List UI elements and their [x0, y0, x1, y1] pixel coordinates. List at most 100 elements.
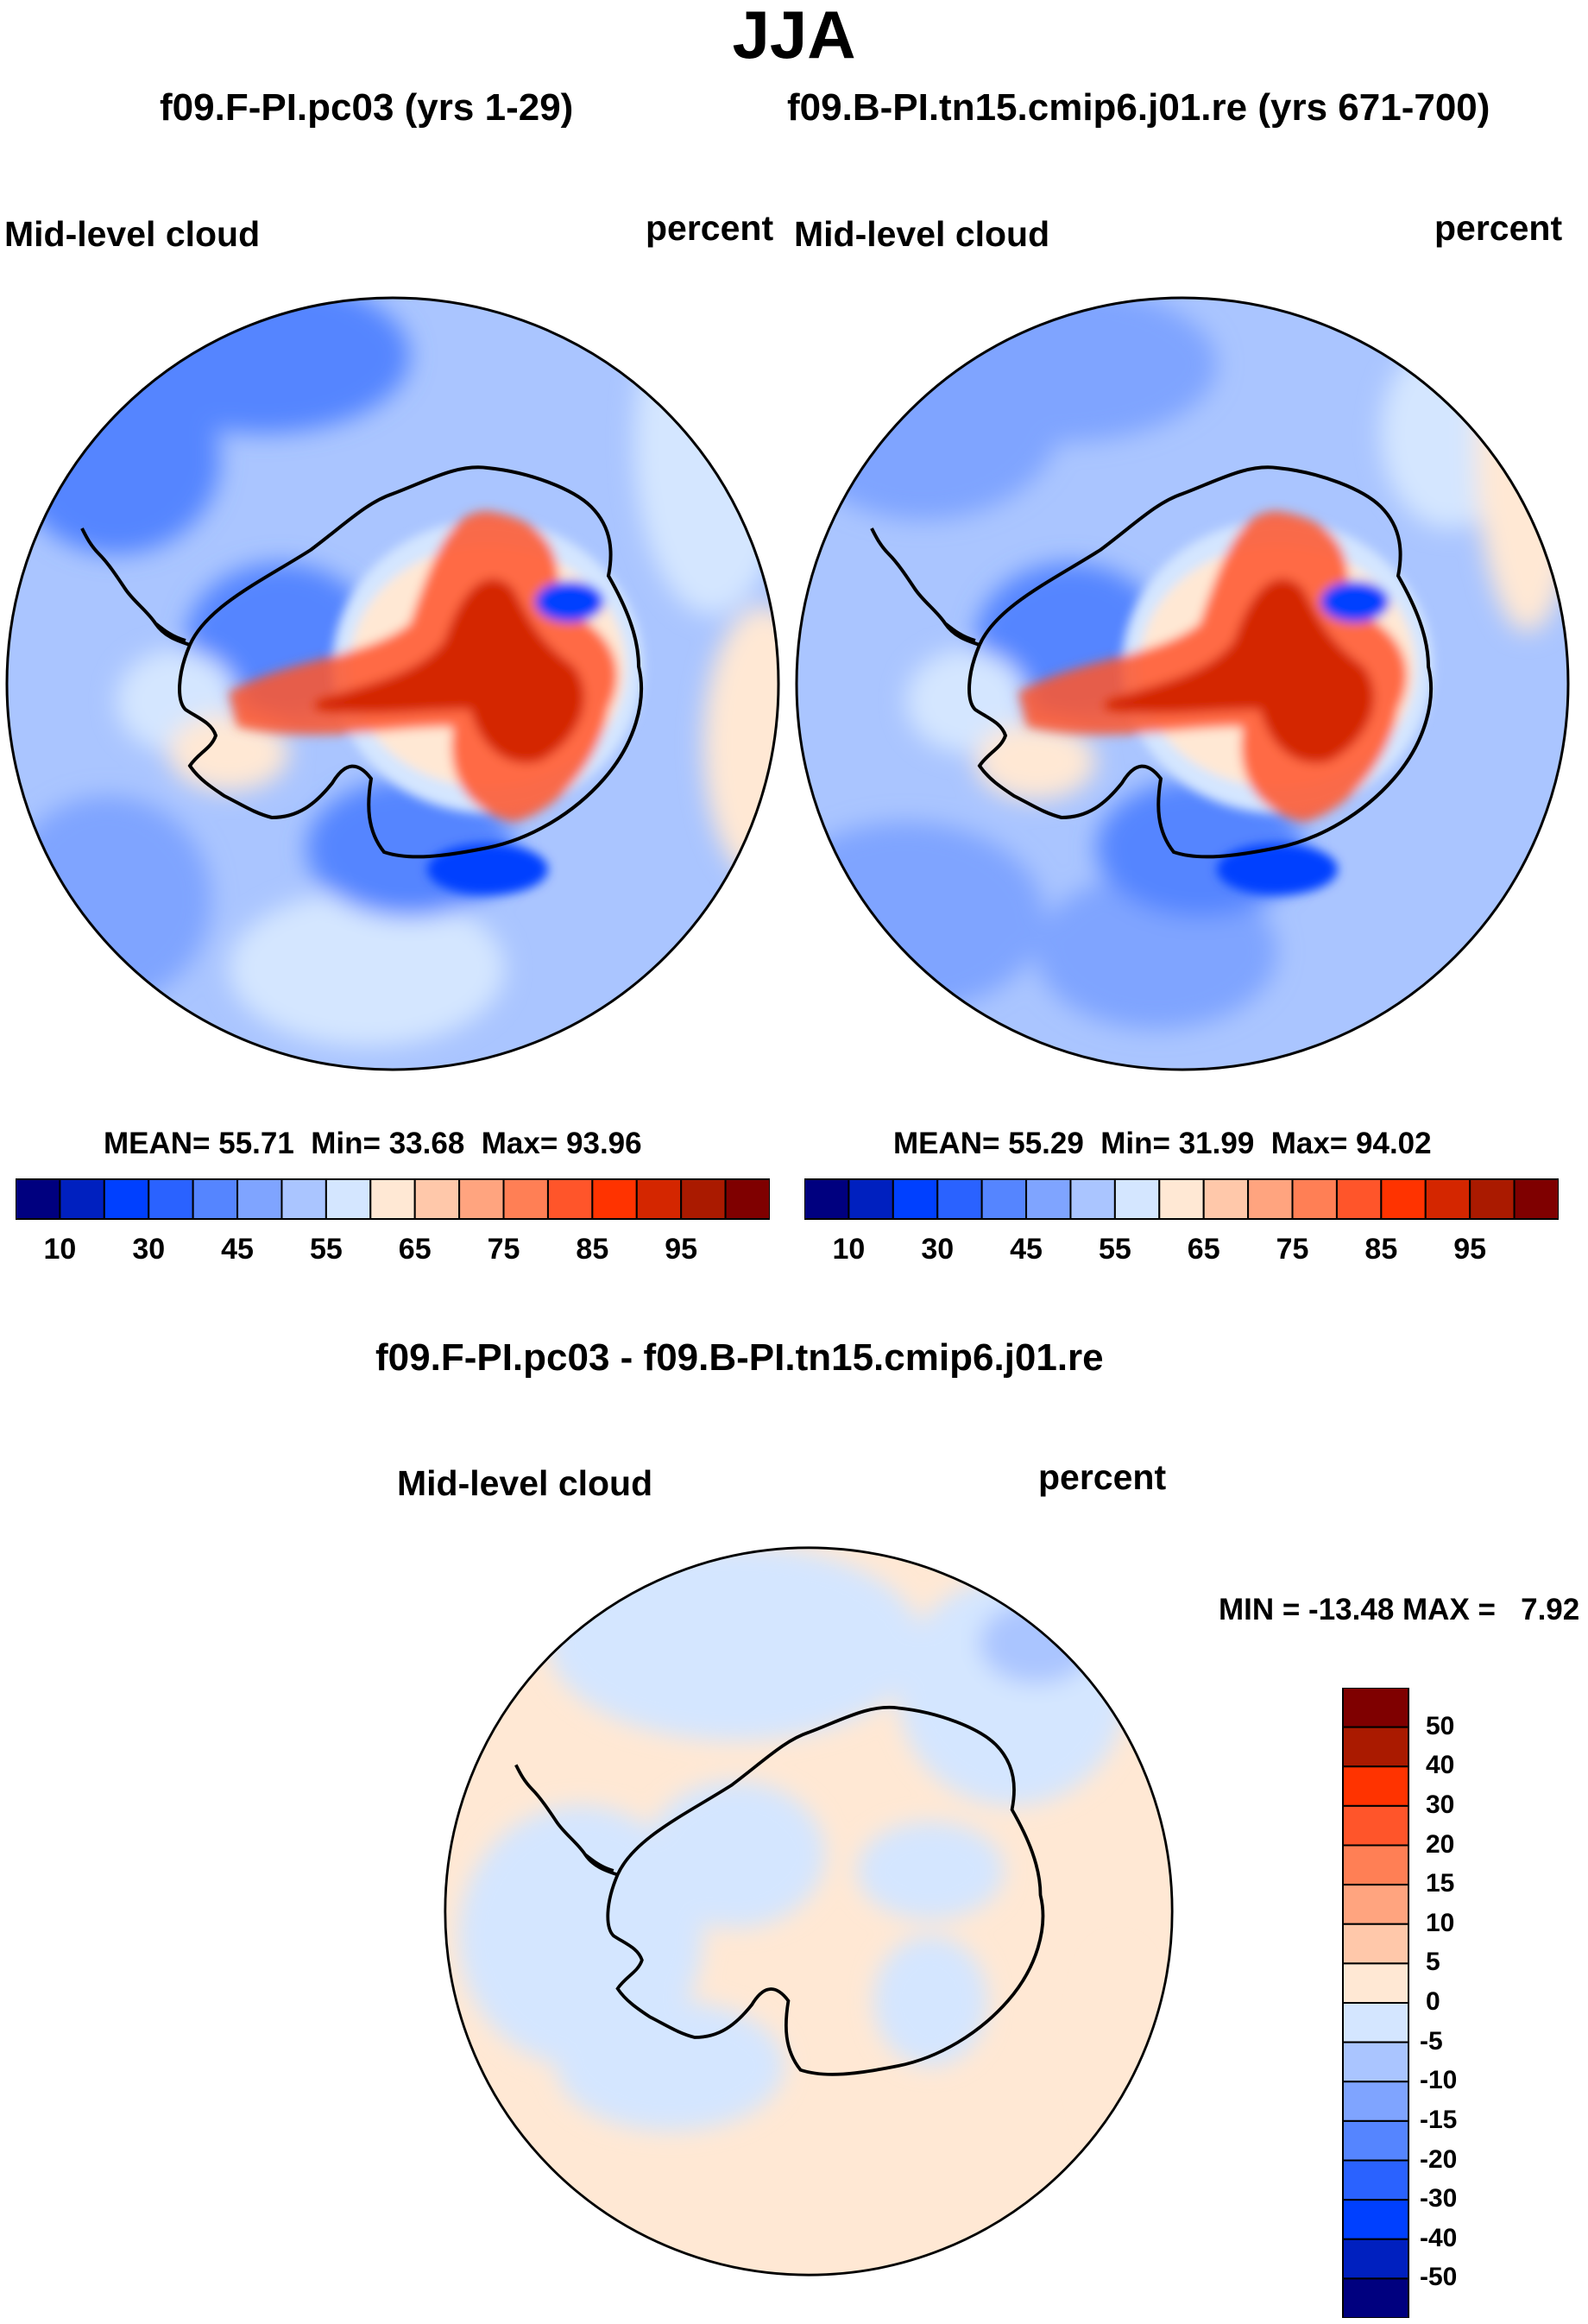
colorbar-swatch [1342, 2238, 1409, 2280]
field-region [458, 1805, 703, 2067]
colorbar-swatch [1247, 1178, 1294, 1220]
colorbar-tick-label: 5 [1426, 1948, 1440, 1977]
field-region [1320, 581, 1390, 622]
colorbar-tick-label: 0 [1426, 1987, 1440, 2016]
colorbar-swatch [148, 1178, 194, 1220]
colorbar-swatch [1291, 1178, 1338, 1220]
colorbar-swatch [635, 1178, 683, 1220]
colorbar-swatch [1424, 1178, 1471, 1220]
max-label: Max= [481, 1127, 558, 1160]
colorbar-tick-label: 10 [832, 1233, 866, 1266]
panel-1-map [5, 296, 780, 1071]
colorbar-swatch [369, 1178, 416, 1220]
colorbar-swatch [591, 1178, 638, 1220]
mean-label: MEAN= [893, 1127, 1000, 1160]
colorbar-tick-label: -5 [1420, 2026, 1443, 2056]
colorbar-swatch [192, 1178, 239, 1220]
colorbar-tick-label: 95 [665, 1233, 698, 1266]
colorbar-swatch [1342, 1688, 1409, 1728]
panel-2-units-label: percent [1434, 208, 1563, 248]
colorbar-swatch [1202, 1178, 1250, 1220]
colorbar-swatch [458, 1178, 505, 1220]
colorbar-tick-label: 45 [1010, 1233, 1043, 1266]
colorbar-tick-label: 45 [221, 1233, 254, 1266]
panel-1-colorbar [16, 1178, 770, 1220]
mean-value: 55.29 [1008, 1127, 1084, 1160]
field-region [979, 1601, 1093, 1684]
colorbar-swatch [1158, 1178, 1205, 1220]
panel-2-map [795, 296, 1570, 1071]
field-region [873, 1936, 988, 2067]
field-region [1085, 1952, 1150, 2148]
field-region [556, 2000, 785, 2131]
mean-value: 55.71 [218, 1127, 294, 1160]
colorbar-swatch [892, 1178, 939, 1220]
panel-2-colorbar [804, 1178, 1559, 1220]
colorbar-swatch [1380, 1178, 1427, 1220]
colorbar-tick-label: 15 [1426, 1869, 1455, 1898]
colorbar-tick-label: -50 [1420, 2263, 1458, 2292]
colorbar-swatch [103, 1178, 150, 1220]
colorbar-swatch [1342, 1884, 1409, 1925]
colorbar-tick-label: 55 [309, 1233, 343, 1266]
colorbar-tick-label: 65 [398, 1233, 432, 1266]
colorbar-tick-label: 50 [1426, 1711, 1455, 1740]
colorbar-swatch [325, 1178, 372, 1220]
panel-2-colorbar-ticks: 10 30 45 55 65 75 85 95 [0, 1233, 1588, 1272]
colorbar-tick-label: 55 [1098, 1233, 1131, 1266]
field-region [1105, 578, 1375, 763]
colorbar-tick-label: 30 [1426, 1790, 1455, 1819]
colorbar-swatch [546, 1178, 594, 1220]
colorbar-tick-label: 10 [1426, 1908, 1455, 1937]
panel-1-colorbar-ticks: 10 30 45 55 65 75 85 95 [0, 1233, 1588, 1272]
colorbar-swatch [1513, 1178, 1559, 1220]
colorbar-tick-label: 40 [1426, 1751, 1455, 1780]
colorbar-swatch [848, 1178, 894, 1220]
colorbar-swatch [1025, 1178, 1072, 1220]
panel-3-units-label: percent [1038, 1457, 1167, 1497]
panel-3-variable-label: Mid-level cloud [397, 1463, 653, 1503]
colorbar-tick-label: 85 [1364, 1233, 1398, 1266]
panel-3-stats: MIN = -13.48 MAX = 7.92 [1219, 1593, 1580, 1626]
mean-label: MEAN= [104, 1127, 211, 1160]
colorbar-swatch [804, 1178, 850, 1220]
figure-title: JJA [732, 0, 856, 73]
colorbar-swatch [724, 1178, 770, 1220]
colorbar-swatch [936, 1178, 983, 1220]
panel-1-stats: MEAN= 55.71 Min= 33.68 Max= 93.96 [104, 1127, 642, 1161]
field-region [315, 578, 585, 763]
colorbar-tick-label: 10 [43, 1233, 77, 1266]
panel-3-colorbar [1342, 1688, 1409, 2318]
field-region [427, 843, 548, 895]
colorbar-tick-label: -20 [1420, 2144, 1458, 2174]
map-boundary [795, 296, 1570, 1071]
colorbar-swatch [1342, 1765, 1409, 1807]
colorbar-swatch [980, 1178, 1028, 1220]
colorbar-swatch [1342, 1726, 1409, 1768]
colorbar-tick-label: 20 [1426, 1829, 1455, 1859]
colorbar-swatch [1342, 2199, 1409, 2240]
colorbar-tick-label: 75 [1276, 1233, 1309, 1266]
panel-1-case-title: f09.F-PI.pc03 (yrs 1-29) [160, 86, 574, 129]
colorbar-tick-label: 30 [921, 1233, 955, 1266]
min-value: 33.68 [388, 1127, 465, 1160]
colorbar-swatch [413, 1178, 461, 1220]
colorbar-tick-label: 85 [576, 1233, 609, 1266]
panel-2-stats: MEAN= 55.29 Min= 31.99 Max= 94.02 [893, 1127, 1432, 1161]
panel-3-map [444, 1546, 1174, 2277]
colorbar-swatch [1342, 1962, 1409, 2005]
colorbar-swatch [1342, 1923, 1409, 1965]
max-value: 94.02 [1356, 1127, 1432, 1160]
field-region [229, 891, 505, 1046]
colorbar-swatch [1342, 2159, 1409, 2201]
panel-2-case-title: f09.B-PI.tn15.cmip6.j01.re (yrs 671-700) [787, 86, 1490, 129]
min-label: Min= [311, 1127, 381, 1160]
map-boundary [444, 1546, 1174, 2277]
colorbar-swatch [1342, 2081, 1409, 2122]
colorbar-swatch [16, 1178, 61, 1220]
field-region [646, 1781, 825, 1928]
panel-1-variable-label: Mid-level cloud [4, 214, 261, 254]
field-region [535, 581, 604, 622]
colorbar-swatch [1342, 2041, 1409, 2083]
panel-3-case-title: f09.F-PI.pc03 - f09.B-PI.tn15.cmip6.j01.… [375, 1336, 1104, 1379]
